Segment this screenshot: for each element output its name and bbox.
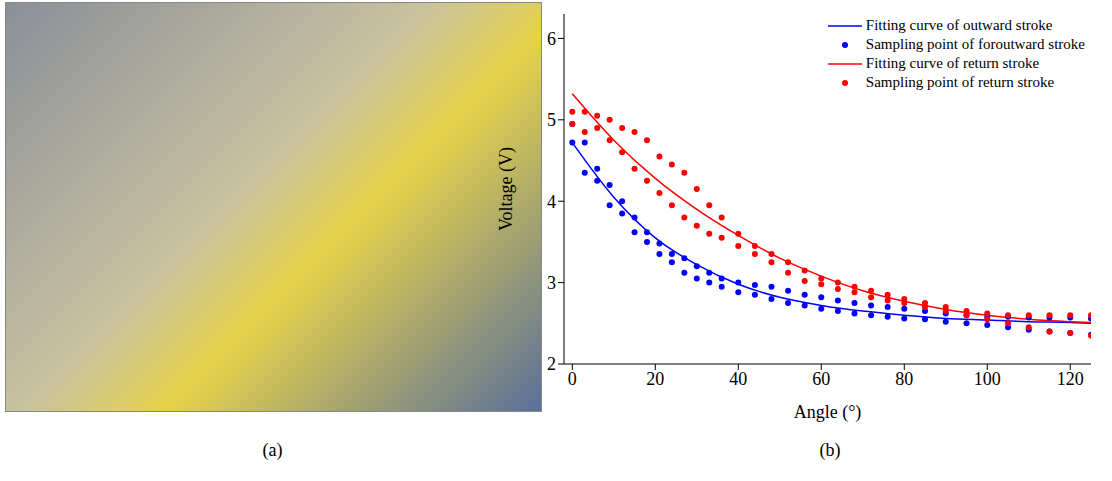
svg-text:0: 0 <box>568 369 577 389</box>
html-text:(a): (a) <box>262 440 283 460</box>
svg-text:60: 60 <box>812 369 830 389</box>
svg-text:5: 5 <box>547 110 556 130</box>
svg-text:20: 20 <box>646 369 664 389</box>
html-text:(b): (b) <box>819 440 841 460</box>
html-text:Sampling point of foroutward s: Sampling point of foroutward stroke <box>865 36 1085 52</box>
svg-text:3: 3 <box>547 273 556 293</box>
html-text:Fitting curve of return stroke: Fitting curve of return stroke <box>865 55 1040 71</box>
svg-text:100: 100 <box>974 369 1001 389</box>
svg-text:40: 40 <box>729 369 747 389</box>
svg-text:120: 120 <box>1057 369 1084 389</box>
svg-text:Voltage (V): Voltage (V) <box>496 147 517 231</box>
svg-text:6: 6 <box>547 29 556 49</box>
html-text:Sampling point of return strok: Sampling point of return stroke <box>865 74 1055 90</box>
html-text:Fitting curve of outward strok: Fitting curve of outward stroke <box>865 17 1053 33</box>
svg-text:2: 2 <box>547 354 556 374</box>
svg-text:4: 4 <box>547 192 556 212</box>
svg-text:80: 80 <box>895 369 913 389</box>
svg-text:Angle (°): Angle (°) <box>794 402 862 423</box>
